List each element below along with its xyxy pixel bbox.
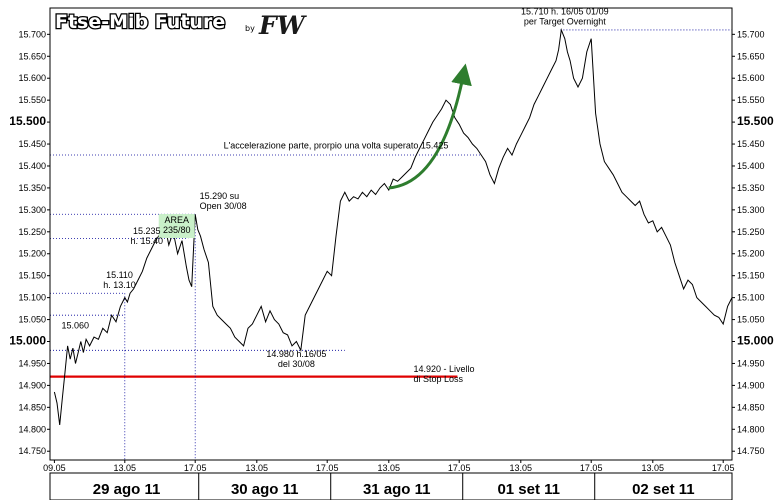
x-tick-label: 09.05: [43, 463, 66, 473]
annotation-line: 235/80: [163, 225, 191, 235]
y-tick-label-right: 15.250: [737, 227, 765, 237]
y-tick-label-right: 15.700: [737, 29, 765, 39]
x-tick-label: 17.05: [316, 463, 339, 473]
annotation-line: h. 15.40: [131, 236, 164, 246]
x-tick-label: 13.05: [510, 463, 533, 473]
y-tick-label-right: 15.000: [737, 334, 774, 348]
date-label: 02 set 11: [632, 481, 695, 498]
annotation-line: L'accelerazione parte, prorpio una volta…: [224, 140, 449, 150]
date-label: 01 set 11: [497, 481, 560, 498]
y-tick-label-left: 15.650: [18, 51, 46, 61]
y-tick-label-right: 15.050: [737, 315, 765, 325]
chart-title-text: Ftse-Mib Future: [55, 11, 225, 33]
annotation-line: 15.290 su: [200, 191, 240, 201]
y-tick-label-right: 14.800: [737, 424, 765, 434]
y-tick-label-left: 14.750: [18, 446, 46, 456]
annotation-line: 15.110: [106, 270, 133, 280]
annotation: L'accelerazione parte, prorpio una volta…: [224, 140, 449, 150]
annotation-line: 15.710 h. 16/05 01/09: [521, 7, 609, 17]
x-tick-label: 13.05: [642, 463, 665, 473]
annotation-line: di Stop Loss: [413, 374, 463, 384]
chart-title: Ftse-Mib Future by FW: [54, 10, 308, 40]
y-tick-label-right: 15.200: [737, 249, 765, 259]
y-tick-label-left: 15.700: [18, 29, 46, 39]
date-label: 29 ago 11: [93, 481, 161, 498]
annotation-line: 14.920 - Livello: [413, 364, 474, 374]
y-tick-label-right: 15.600: [737, 73, 765, 83]
x-tick-label: 13.05: [378, 463, 401, 473]
y-tick-label-right: 15.150: [737, 271, 765, 281]
y-tick-label-right: 14.750: [737, 446, 765, 456]
x-tick-label: 17.05: [580, 463, 603, 473]
x-tick-label: 13.05: [246, 463, 269, 473]
annotation-line: Open 30/08: [200, 201, 247, 211]
y-tick-label-left: 15.100: [18, 293, 46, 303]
plot-frame: [49, 7, 733, 461]
y-tick-label-right: 15.300: [737, 205, 765, 215]
annotation: 15.235 h. 15.40: [131, 226, 164, 246]
annotation: 15.060: [61, 320, 89, 330]
date-label: 31 ago 11: [363, 481, 431, 498]
x-tick-label: 13.05: [114, 463, 137, 473]
y-tick-label-right: 15.400: [737, 161, 765, 171]
x-tick-label: 17.05: [184, 463, 207, 473]
y-tick-label-right: 14.900: [737, 380, 765, 390]
acceleration-arrow: [388, 63, 472, 190]
y-tick-label-right: 15.500: [737, 114, 774, 128]
chart-title-logo: FW: [258, 11, 308, 40]
y-tick-label-right: 14.950: [737, 358, 765, 368]
y-tick-label-left: 15.600: [18, 73, 46, 83]
y-tick-label-left: 14.800: [18, 424, 46, 434]
y-tick-label-left: 14.950: [18, 358, 46, 368]
y-tick-label-left: 15.200: [18, 249, 46, 259]
y-tick-label-left: 15.450: [18, 139, 46, 149]
y-tick-label-left: 15.350: [18, 183, 46, 193]
y-tick-label-right: 15.100: [737, 293, 765, 303]
y-tick-label-left: 15.000: [9, 334, 46, 348]
annotation: 14.980 h.16/05 del 30/08: [266, 349, 326, 369]
y-tick-label-right: 15.450: [737, 139, 765, 149]
y-tick-label-left: 15.050: [18, 315, 46, 325]
price-series-line: [53, 27, 733, 425]
annotation: 14.920 - Livello di Stop Loss: [413, 364, 474, 384]
annotation: 15.710 h. 16/05 01/09 per Target Overnigh…: [521, 7, 609, 27]
area-highlight-box: [158, 214, 195, 239]
y-tick-label-left: 15.150: [18, 271, 46, 281]
annotation: 15.110 h. 13.10: [103, 270, 136, 290]
y-tick-label-left: 15.250: [18, 227, 46, 237]
y-tick-label-left: 15.500: [9, 114, 46, 128]
annotation-line: h. 13.10: [103, 280, 136, 290]
x-tick-label: 17.05: [448, 463, 471, 473]
annotation-line: AREA: [164, 215, 189, 225]
annotation-line: 15.235: [133, 226, 161, 236]
x-tick-label: 17.05: [712, 463, 735, 473]
annotation: AREA 235/80: [163, 215, 191, 235]
y-tick-label-left: 15.400: [18, 161, 46, 171]
annotation-line: 14.980 h.16/05: [266, 349, 326, 359]
annotation-line: per Target Overnight: [524, 17, 606, 27]
y-tick-label-left: 15.300: [18, 205, 46, 215]
date-band: [49, 472, 733, 500]
annotation: 15.290 su Open 30/08: [200, 191, 247, 211]
chart-title-by: by: [245, 24, 255, 33]
date-label: 30 ago 11: [231, 481, 299, 498]
y-tick-label-left: 15.550: [18, 95, 46, 105]
annotation-line: 15.060: [61, 320, 89, 330]
y-tick-label-right: 15.350: [737, 183, 765, 193]
y-tick-label-right: 15.650: [737, 51, 765, 61]
y-tick-label-right: 14.850: [737, 402, 765, 412]
y-tick-label-left: 14.900: [18, 380, 46, 390]
annotation-line: del 30/08: [278, 359, 315, 369]
y-tick-label-left: 14.850: [18, 402, 46, 412]
y-tick-label-right: 15.550: [737, 95, 765, 105]
